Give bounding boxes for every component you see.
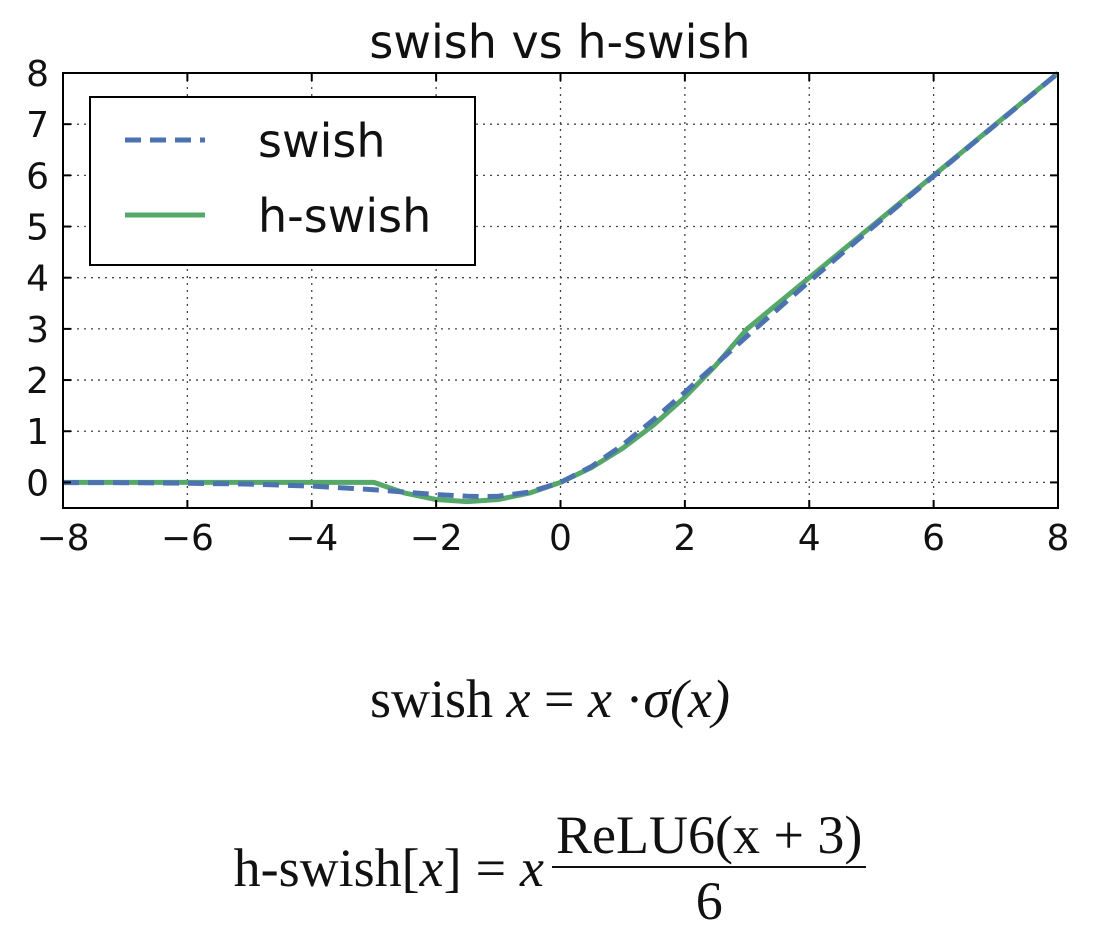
- x-tick-label: 4: [798, 518, 821, 559]
- y-tick-label: 2: [26, 361, 49, 402]
- legend-swish-label: swish: [258, 114, 386, 168]
- chart-title: swish vs h-swish: [369, 15, 750, 69]
- swish-formula-dot: ·: [625, 669, 644, 729]
- y-tick-label: 4: [26, 259, 49, 300]
- y-tick-label: 1: [26, 412, 49, 453]
- y-tick-label: 0: [26, 463, 49, 504]
- swish-formula: swish x = x ·σ(x): [0, 668, 1100, 730]
- x-tick-label: −6: [161, 518, 214, 559]
- hswish-formula-bracket-open: [: [401, 838, 420, 898]
- legend-box: [89, 96, 476, 266]
- y-tick-label: 5: [26, 208, 49, 249]
- swish-formula-arg: (x): [670, 669, 730, 729]
- swish-vs-hswish-chart: swish vs h-swish −8 −6 −4 −2 0 2 4 6 8 0 1 2 3 4 5 6 7 8…: [26, 15, 1069, 559]
- swish-formula-var: x: [506, 669, 531, 729]
- plot-lines: [62, 71, 1060, 505]
- swish-formula-rhs-var: x: [587, 669, 612, 729]
- legend: swish h-swish: [89, 96, 476, 266]
- x-tick-label: 6: [922, 518, 945, 559]
- y-tick-label: 7: [26, 105, 49, 146]
- hswish-denominator: 6: [695, 871, 723, 931]
- y-tick-label: 8: [26, 54, 49, 95]
- hswish-formula-var: x: [419, 838, 444, 898]
- y-tick-label: 3: [26, 310, 49, 351]
- swish-formula-name: swish: [370, 669, 494, 729]
- hswish-formula-rhs-var: x: [520, 838, 544, 898]
- hswish-formula-bracket-close: ]: [443, 838, 462, 898]
- hswish-formula-eq: =: [475, 838, 507, 898]
- swish-formula-eq: =: [544, 669, 575, 729]
- x-axis-ticks: −8 −6 −4 −2 0 2 4 6 8: [36, 73, 1069, 559]
- y-tick-label: 6: [26, 156, 49, 197]
- hswish-formula: h-swish[x] = x ReLU6(x + 3) 6: [0, 808, 1100, 928]
- y-axis-ticks: 0 1 2 3 4 5 6 7 8: [26, 54, 1058, 504]
- x-tick-label: 8: [1047, 518, 1070, 559]
- x-tick-label: 0: [549, 518, 572, 559]
- x-tick-label: −2: [410, 518, 463, 559]
- hswish-numerator: ReLU6(x + 3): [552, 808, 867, 868]
- swish-formula-sigma: σ: [643, 669, 671, 729]
- x-tick-label: −4: [285, 518, 338, 559]
- hswish-fraction: ReLU6(x + 3) 6: [552, 808, 867, 931]
- x-tick-label: −8: [36, 518, 89, 559]
- hswish-formula-name: h-swish: [233, 838, 402, 898]
- x-tick-label: 2: [673, 518, 696, 559]
- legend-hswish-label: h-swish: [258, 189, 431, 243]
